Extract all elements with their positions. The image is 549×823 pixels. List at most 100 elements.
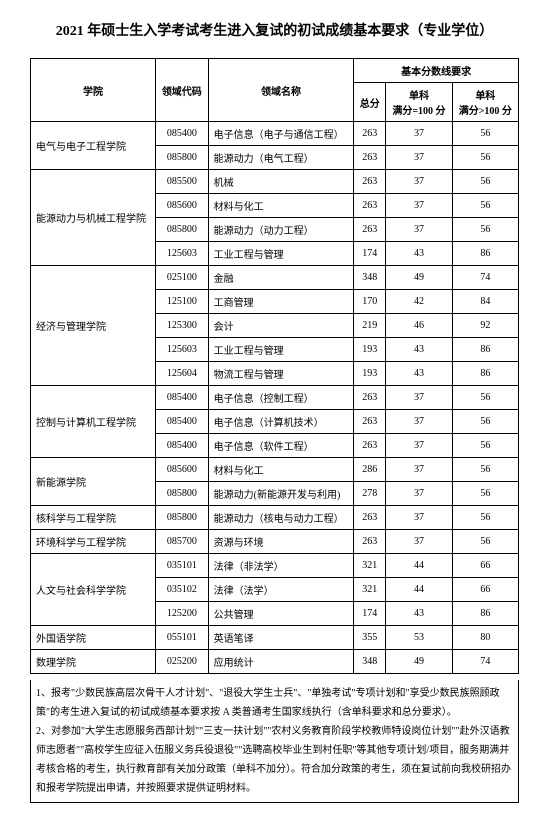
notes-section: 1、报考"少数民族高层次骨干人才计划"、"退役大学生士兵"、"单独考试"专项计划… [30, 680, 519, 803]
cell-name: 能源动力（动力工程） [208, 218, 354, 242]
col-code: 领域代码 [155, 59, 208, 122]
page-title: 2021 年硕士生入学考试考生进入复试的初试成绩基本要求（专业学位） [30, 20, 519, 40]
cell-code: 125604 [155, 362, 208, 386]
cell-code: 085600 [155, 194, 208, 218]
cell-total: 219 [354, 314, 386, 338]
table-row: 新能源学院085600材料与化工2863756 [31, 458, 519, 482]
cell-code: 085400 [155, 386, 208, 410]
cell-name: 材料与化工 [208, 458, 354, 482]
cell-subgt100: 56 [452, 218, 518, 242]
cell-sub100: 43 [386, 338, 452, 362]
cell-total: 263 [354, 218, 386, 242]
cell-sub100: 37 [386, 386, 452, 410]
cell-total: 263 [354, 122, 386, 146]
cell-code: 055101 [155, 626, 208, 650]
cell-subgt100: 56 [452, 482, 518, 506]
col-sub100: 单科 满分=100 分 [386, 83, 452, 122]
cell-name: 机械 [208, 170, 354, 194]
cell-name: 物流工程与管理 [208, 362, 354, 386]
cell-name: 公共管理 [208, 602, 354, 626]
cell-name: 金融 [208, 266, 354, 290]
col-subgt100: 单科 满分>100 分 [452, 83, 518, 122]
cell-code: 125200 [155, 602, 208, 626]
cell-total: 263 [354, 170, 386, 194]
cell-sub100: 42 [386, 290, 452, 314]
cell-name: 工业工程与管理 [208, 242, 354, 266]
cell-sub100: 44 [386, 554, 452, 578]
table-row: 环境科学与工程学院085700资源与环境2633756 [31, 530, 519, 554]
cell-sub100: 37 [386, 146, 452, 170]
cell-code: 035102 [155, 578, 208, 602]
cell-sub100: 37 [386, 458, 452, 482]
cell-code: 085800 [155, 218, 208, 242]
table-row: 控制与计算机工程学院085400电子信息（控制工程）2633756 [31, 386, 519, 410]
cell-subgt100: 66 [452, 578, 518, 602]
cell-college: 经济与管理学院 [31, 266, 156, 386]
cell-sub100: 43 [386, 362, 452, 386]
cell-name: 法律（非法学） [208, 554, 354, 578]
cell-sub100: 44 [386, 578, 452, 602]
cell-subgt100: 56 [452, 410, 518, 434]
cell-college: 核科学与工程学院 [31, 506, 156, 530]
cell-code: 125603 [155, 338, 208, 362]
cell-name: 英语笔译 [208, 626, 354, 650]
cell-sub100: 37 [386, 434, 452, 458]
cell-total: 263 [354, 434, 386, 458]
cell-college: 数理学院 [31, 650, 156, 674]
cell-subgt100: 86 [452, 242, 518, 266]
note-line: 2、对参加"大学生志愿服务西部计划""三支一扶计划""农村义务教育阶段学校教师特… [36, 722, 513, 798]
cell-code: 085600 [155, 458, 208, 482]
cell-subgt100: 56 [452, 146, 518, 170]
cell-total: 263 [354, 194, 386, 218]
cell-total: 263 [354, 530, 386, 554]
cell-sub100: 37 [386, 410, 452, 434]
cell-college: 能源动力与机械工程学院 [31, 170, 156, 266]
cell-code: 025100 [155, 266, 208, 290]
cell-total: 321 [354, 554, 386, 578]
table-row: 核科学与工程学院085800能源动力（核电与动力工程）2633756 [31, 506, 519, 530]
cell-total: 263 [354, 386, 386, 410]
col-requirement: 基本分数线要求 [354, 59, 519, 83]
cell-name: 电子信息（软件工程） [208, 434, 354, 458]
cell-name: 电子信息（控制工程） [208, 386, 354, 410]
cell-total: 348 [354, 650, 386, 674]
cell-name: 应用统计 [208, 650, 354, 674]
cell-subgt100: 56 [452, 386, 518, 410]
cell-code: 085500 [155, 170, 208, 194]
table-row: 数理学院025200应用统计3484974 [31, 650, 519, 674]
cell-total: 174 [354, 242, 386, 266]
cell-code: 085800 [155, 506, 208, 530]
cell-total: 278 [354, 482, 386, 506]
cell-sub100: 43 [386, 602, 452, 626]
cell-name: 能源动力(新能源开发与利用) [208, 482, 354, 506]
cell-name: 能源动力（核电与动力工程） [208, 506, 354, 530]
cell-subgt100: 56 [452, 122, 518, 146]
table-row: 能源动力与机械工程学院085500机械2633756 [31, 170, 519, 194]
cell-total: 321 [354, 578, 386, 602]
cell-code: 085800 [155, 482, 208, 506]
cell-code: 085800 [155, 146, 208, 170]
cell-sub100: 37 [386, 170, 452, 194]
cell-sub100: 53 [386, 626, 452, 650]
cell-sub100: 37 [386, 122, 452, 146]
cell-subgt100: 84 [452, 290, 518, 314]
cell-college: 环境科学与工程学院 [31, 530, 156, 554]
cell-college: 控制与计算机工程学院 [31, 386, 156, 458]
cell-total: 263 [354, 146, 386, 170]
cell-name: 会计 [208, 314, 354, 338]
cell-name: 电子信息（电子与通信工程） [208, 122, 354, 146]
cell-total: 174 [354, 602, 386, 626]
cell-sub100: 37 [386, 530, 452, 554]
cell-code: 085400 [155, 122, 208, 146]
cell-college: 电气与电子工程学院 [31, 122, 156, 170]
cell-code: 025200 [155, 650, 208, 674]
table-row: 电气与电子工程学院085400电子信息（电子与通信工程）2633756 [31, 122, 519, 146]
score-table: 学院 领域代码 领域名称 基本分数线要求 总分 单科 满分=100 分 单科 满… [30, 58, 519, 674]
cell-sub100: 37 [386, 482, 452, 506]
cell-name: 电子信息（计算机技术） [208, 410, 354, 434]
cell-total: 286 [354, 458, 386, 482]
cell-subgt100: 92 [452, 314, 518, 338]
cell-subgt100: 74 [452, 650, 518, 674]
cell-college: 新能源学院 [31, 458, 156, 506]
cell-subgt100: 56 [452, 458, 518, 482]
